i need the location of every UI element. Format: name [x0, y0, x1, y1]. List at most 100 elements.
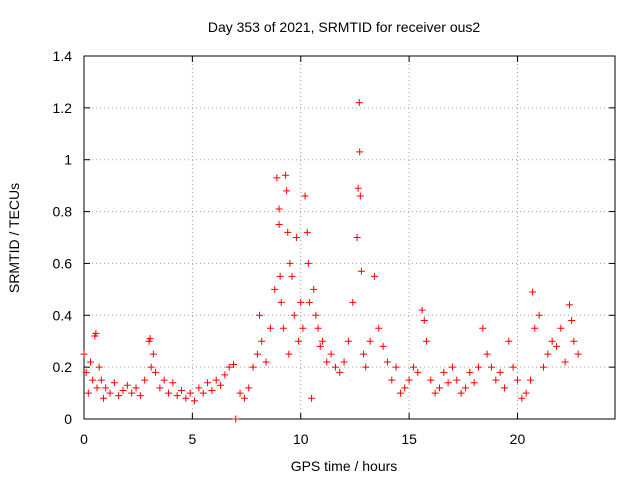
- data-point: [405, 376, 413, 384]
- data-point: [288, 272, 296, 280]
- data-point: [212, 376, 220, 384]
- data-point: [323, 358, 331, 366]
- data-point: [253, 350, 261, 358]
- data-point: [570, 337, 578, 345]
- data-point: [418, 306, 426, 314]
- data-point: [80, 350, 88, 358]
- data-point: [195, 384, 203, 392]
- data-point: [548, 337, 556, 345]
- data-points: [80, 99, 582, 423]
- data-point: [440, 368, 448, 376]
- data-point: [236, 389, 244, 397]
- data-point: [327, 350, 335, 358]
- data-point: [282, 171, 290, 179]
- data-point: [370, 272, 378, 280]
- data-point: [225, 363, 233, 371]
- data-point: [285, 350, 293, 358]
- data-point: [123, 381, 131, 389]
- data-point: [178, 386, 186, 394]
- data-point: [258, 337, 266, 345]
- data-point: [290, 311, 298, 319]
- data-point: [256, 311, 264, 319]
- data-point: [310, 285, 318, 293]
- data-point: [276, 272, 284, 280]
- data-point: [388, 376, 396, 384]
- data-point: [87, 358, 95, 366]
- data-point: [531, 324, 539, 332]
- data-point: [474, 363, 482, 371]
- data-point: [427, 376, 435, 384]
- data-point: [308, 394, 316, 402]
- data-point: [544, 350, 552, 358]
- data-point: [275, 205, 283, 213]
- data-point: [401, 384, 409, 392]
- data-point: [396, 389, 404, 397]
- data-point: [277, 298, 285, 306]
- data-point: [303, 228, 311, 236]
- data-point: [314, 324, 322, 332]
- y-axis-label: SRMTID / TECUs: [6, 183, 22, 293]
- y-tick-label: 1: [64, 152, 72, 168]
- data-point: [146, 335, 154, 343]
- data-point: [283, 187, 291, 195]
- data-point: [136, 392, 144, 400]
- data-point: [182, 394, 190, 402]
- data-point: [552, 342, 560, 350]
- data-point: [299, 324, 307, 332]
- data-point: [509, 363, 517, 371]
- data-point: [487, 363, 495, 371]
- data-point: [366, 337, 374, 345]
- data-point: [392, 363, 400, 371]
- data-point: [266, 324, 274, 332]
- data-point: [115, 392, 123, 400]
- data-point: [102, 384, 110, 392]
- data-point: [249, 363, 257, 371]
- data-point: [354, 184, 362, 192]
- data-point: [420, 316, 428, 324]
- data-point: [331, 363, 339, 371]
- data-point: [316, 342, 324, 350]
- data-point: [152, 368, 160, 376]
- data-point: [318, 337, 326, 345]
- data-point: [292, 234, 300, 241]
- grid-lines: [84, 56, 615, 419]
- y-tick-label: 0.4: [53, 307, 73, 323]
- data-point: [444, 379, 452, 387]
- data-point: [565, 301, 573, 309]
- y-tick-label: 1.2: [53, 100, 73, 116]
- data-point: [574, 350, 582, 358]
- x-tick-label: 0: [80, 431, 88, 447]
- data-point: [356, 192, 364, 200]
- data-point: [141, 376, 149, 384]
- data-point: [568, 316, 576, 324]
- y-tick-label: 0.8: [53, 204, 73, 220]
- data-point: [160, 376, 168, 384]
- x-axis-label: GPS time / hours: [291, 458, 398, 474]
- data-point: [110, 379, 118, 387]
- data-point: [245, 384, 253, 392]
- data-point: [375, 324, 383, 332]
- data-point: [82, 368, 90, 376]
- data-point: [470, 379, 478, 387]
- data-point: [349, 298, 357, 306]
- data-point: [526, 376, 534, 384]
- data-point: [169, 379, 177, 387]
- data-point: [156, 384, 164, 392]
- data-point: [273, 174, 281, 182]
- chart-title: Day 353 of 2021, SRMTID for receiver ous…: [208, 19, 481, 35]
- y-tick-label: 0: [64, 411, 72, 427]
- data-point: [457, 389, 465, 397]
- y-tick-label: 1.4: [53, 48, 73, 64]
- data-point: [191, 397, 199, 405]
- data-point: [409, 363, 417, 371]
- data-point: [496, 368, 504, 376]
- data-point: [279, 324, 287, 332]
- data-point: [230, 361, 238, 369]
- data-point: [173, 392, 181, 400]
- data-point: [539, 363, 547, 371]
- data-point: [221, 371, 229, 379]
- data-point: [128, 389, 136, 397]
- data-point: [165, 389, 173, 397]
- data-point: [271, 285, 279, 293]
